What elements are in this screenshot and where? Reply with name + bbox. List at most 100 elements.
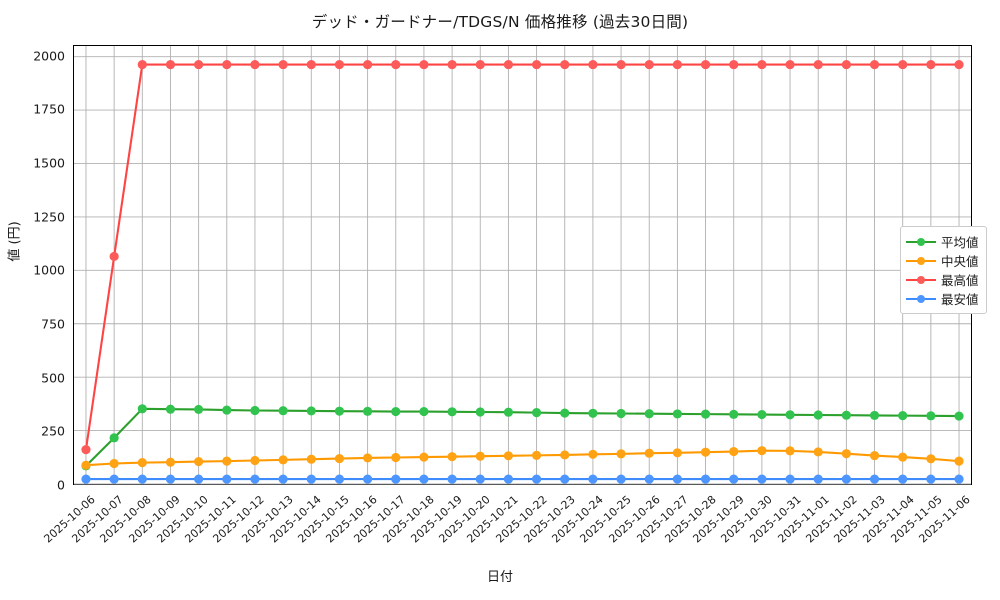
data-point bbox=[503, 474, 514, 484]
data-point bbox=[363, 406, 373, 416]
data-point bbox=[137, 404, 147, 414]
data-point bbox=[447, 60, 457, 70]
data-point bbox=[644, 60, 654, 70]
data-point bbox=[898, 452, 908, 462]
data-point bbox=[419, 474, 429, 484]
data-point bbox=[531, 474, 542, 484]
data-point bbox=[447, 407, 457, 417]
data-point bbox=[137, 60, 147, 70]
data-point bbox=[81, 445, 91, 455]
data-point bbox=[475, 451, 485, 461]
data-point bbox=[954, 411, 964, 421]
x-axis-tick-labels: 2025-10-06 2025-10-07 2025-10-08 2025-10-09… bbox=[0, 485, 1000, 565]
y-tick-label: 0 bbox=[57, 477, 65, 493]
data-point bbox=[81, 474, 91, 484]
data-point bbox=[81, 460, 91, 470]
data-point bbox=[194, 404, 204, 415]
data-point bbox=[644, 409, 654, 419]
data-point bbox=[278, 455, 288, 465]
legend-item-2[interactable]: 中央値 bbox=[906, 251, 979, 270]
data-point bbox=[898, 60, 908, 70]
data-point bbox=[729, 60, 739, 70]
data-point bbox=[165, 474, 176, 484]
data-point bbox=[898, 411, 908, 421]
data-point bbox=[278, 474, 288, 484]
data-point bbox=[391, 60, 401, 70]
data-point bbox=[785, 474, 795, 484]
chart-legend: 平均値中央値 最高値最安値 bbox=[900, 226, 987, 314]
data-point bbox=[560, 450, 570, 460]
data-point bbox=[588, 408, 598, 418]
y-axis-tick-labels: 0 250 500 750 1000 1250 1500 1750 2000 bbox=[0, 45, 65, 492]
data-series-layer bbox=[81, 60, 964, 484]
legend-label: 最安値 bbox=[941, 292, 979, 307]
data-point bbox=[785, 60, 795, 70]
y-tick-label: 750 bbox=[41, 316, 65, 332]
data-point bbox=[616, 60, 626, 70]
y-tick-label: 1750 bbox=[33, 101, 65, 117]
data-point bbox=[531, 408, 542, 418]
data-point bbox=[137, 458, 147, 468]
data-point bbox=[419, 406, 429, 417]
data-point bbox=[869, 410, 880, 420]
data-point bbox=[869, 60, 880, 70]
x-axis-label: 日付 bbox=[486, 570, 513, 585]
data-point bbox=[222, 456, 232, 466]
legend-item-4[interactable]: 最安値 bbox=[906, 289, 979, 308]
legend-item-3[interactable]: 最高値 bbox=[906, 270, 979, 289]
data-point bbox=[109, 458, 119, 469]
data-point bbox=[729, 446, 739, 457]
data-point bbox=[926, 474, 936, 484]
data-point bbox=[926, 411, 936, 421]
data-point bbox=[363, 453, 373, 463]
y-tick-label: 1000 bbox=[33, 262, 65, 278]
legend-marker-icon bbox=[906, 255, 936, 267]
data-point bbox=[475, 60, 485, 70]
data-point bbox=[644, 448, 654, 458]
series-1 bbox=[81, 404, 964, 471]
data-point bbox=[757, 409, 767, 420]
data-point bbox=[363, 60, 373, 70]
data-point bbox=[954, 60, 964, 70]
data-point bbox=[391, 406, 401, 417]
legend-item-1[interactable]: 平均値 bbox=[906, 232, 979, 251]
data-point bbox=[531, 60, 542, 70]
y-tick-label: 2000 bbox=[33, 48, 65, 64]
data-point bbox=[813, 410, 823, 420]
data-point bbox=[137, 474, 147, 484]
data-point bbox=[616, 474, 626, 484]
legend-label: 中央値 bbox=[941, 254, 979, 269]
data-point bbox=[588, 474, 598, 484]
data-point bbox=[475, 474, 485, 484]
data-point bbox=[109, 251, 119, 262]
data-point bbox=[729, 409, 739, 419]
data-point bbox=[841, 449, 851, 459]
y-axis-label: 値 (円) bbox=[7, 221, 23, 262]
data-point bbox=[391, 452, 401, 463]
plot-area bbox=[73, 45, 972, 485]
data-point bbox=[503, 60, 514, 70]
data-point bbox=[954, 456, 964, 466]
data-point bbox=[560, 60, 570, 70]
data-point bbox=[813, 474, 823, 484]
data-point bbox=[109, 433, 119, 443]
data-point bbox=[503, 407, 514, 417]
y-tick-label: 500 bbox=[41, 370, 65, 386]
data-point bbox=[560, 474, 570, 484]
data-point bbox=[419, 60, 429, 70]
data-point bbox=[588, 60, 598, 70]
data-point bbox=[700, 447, 711, 457]
data-point bbox=[757, 446, 767, 456]
data-point bbox=[644, 474, 654, 484]
data-point bbox=[165, 457, 176, 467]
data-point bbox=[334, 474, 345, 484]
data-point bbox=[306, 60, 316, 70]
data-point bbox=[672, 409, 682, 419]
data-point bbox=[222, 474, 232, 484]
series-4 bbox=[81, 474, 964, 484]
data-point bbox=[869, 474, 880, 484]
data-point bbox=[278, 406, 288, 416]
data-point bbox=[334, 406, 345, 416]
y-tick-label: 1500 bbox=[33, 155, 65, 171]
data-point bbox=[729, 474, 739, 484]
